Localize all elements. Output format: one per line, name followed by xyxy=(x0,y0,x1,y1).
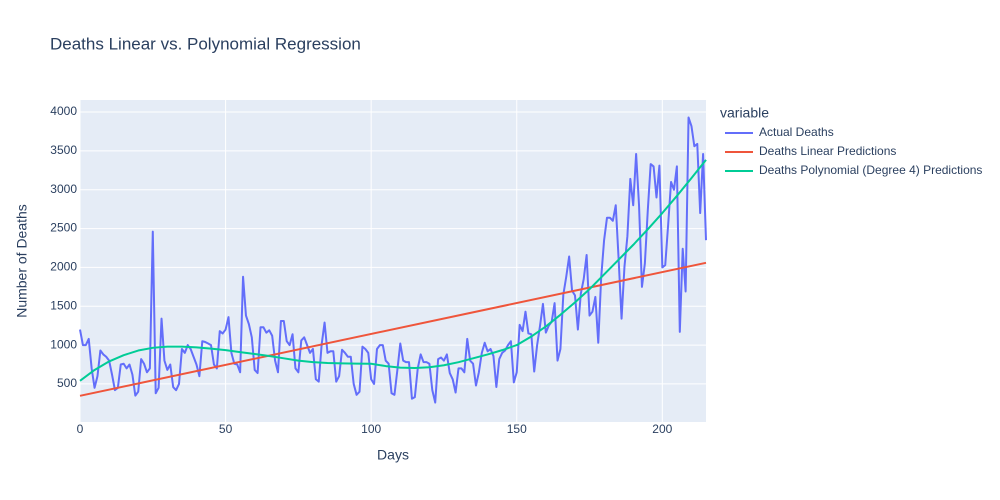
y-tick-label: 1500 xyxy=(50,298,77,312)
y-tick-label: 500 xyxy=(57,376,77,390)
x-tick-label: 150 xyxy=(507,422,527,436)
legend-label: Deaths Linear Predictions xyxy=(759,144,896,158)
x-tick-label: 200 xyxy=(652,422,672,436)
series-line xyxy=(79,116,707,404)
y-tick-label: 2500 xyxy=(50,221,77,235)
series-line xyxy=(79,261,707,397)
x-axis-title: Days xyxy=(377,447,409,463)
y-tick-label: 3500 xyxy=(50,143,77,157)
legend-label: Deaths Polynomial (Degree 4) Predictions xyxy=(759,163,982,177)
y-tick-label: 4000 xyxy=(50,104,77,118)
y-tick-label: 3000 xyxy=(50,182,77,196)
y-axis-title: Number of Deaths xyxy=(14,204,30,318)
legend-label: Actual Deaths xyxy=(759,125,834,139)
legend-title: variable xyxy=(720,105,769,121)
x-tick-label: 100 xyxy=(361,422,381,436)
plot-area xyxy=(80,100,706,422)
x-tick-label: 0 xyxy=(77,422,84,436)
y-tick-label: 1000 xyxy=(50,337,77,351)
series-line xyxy=(79,159,707,382)
chart-title: Deaths Linear vs. Polynomial Regression xyxy=(50,34,361,53)
y-tick-label: 2000 xyxy=(50,260,77,274)
x-tick-label: 50 xyxy=(219,422,233,436)
